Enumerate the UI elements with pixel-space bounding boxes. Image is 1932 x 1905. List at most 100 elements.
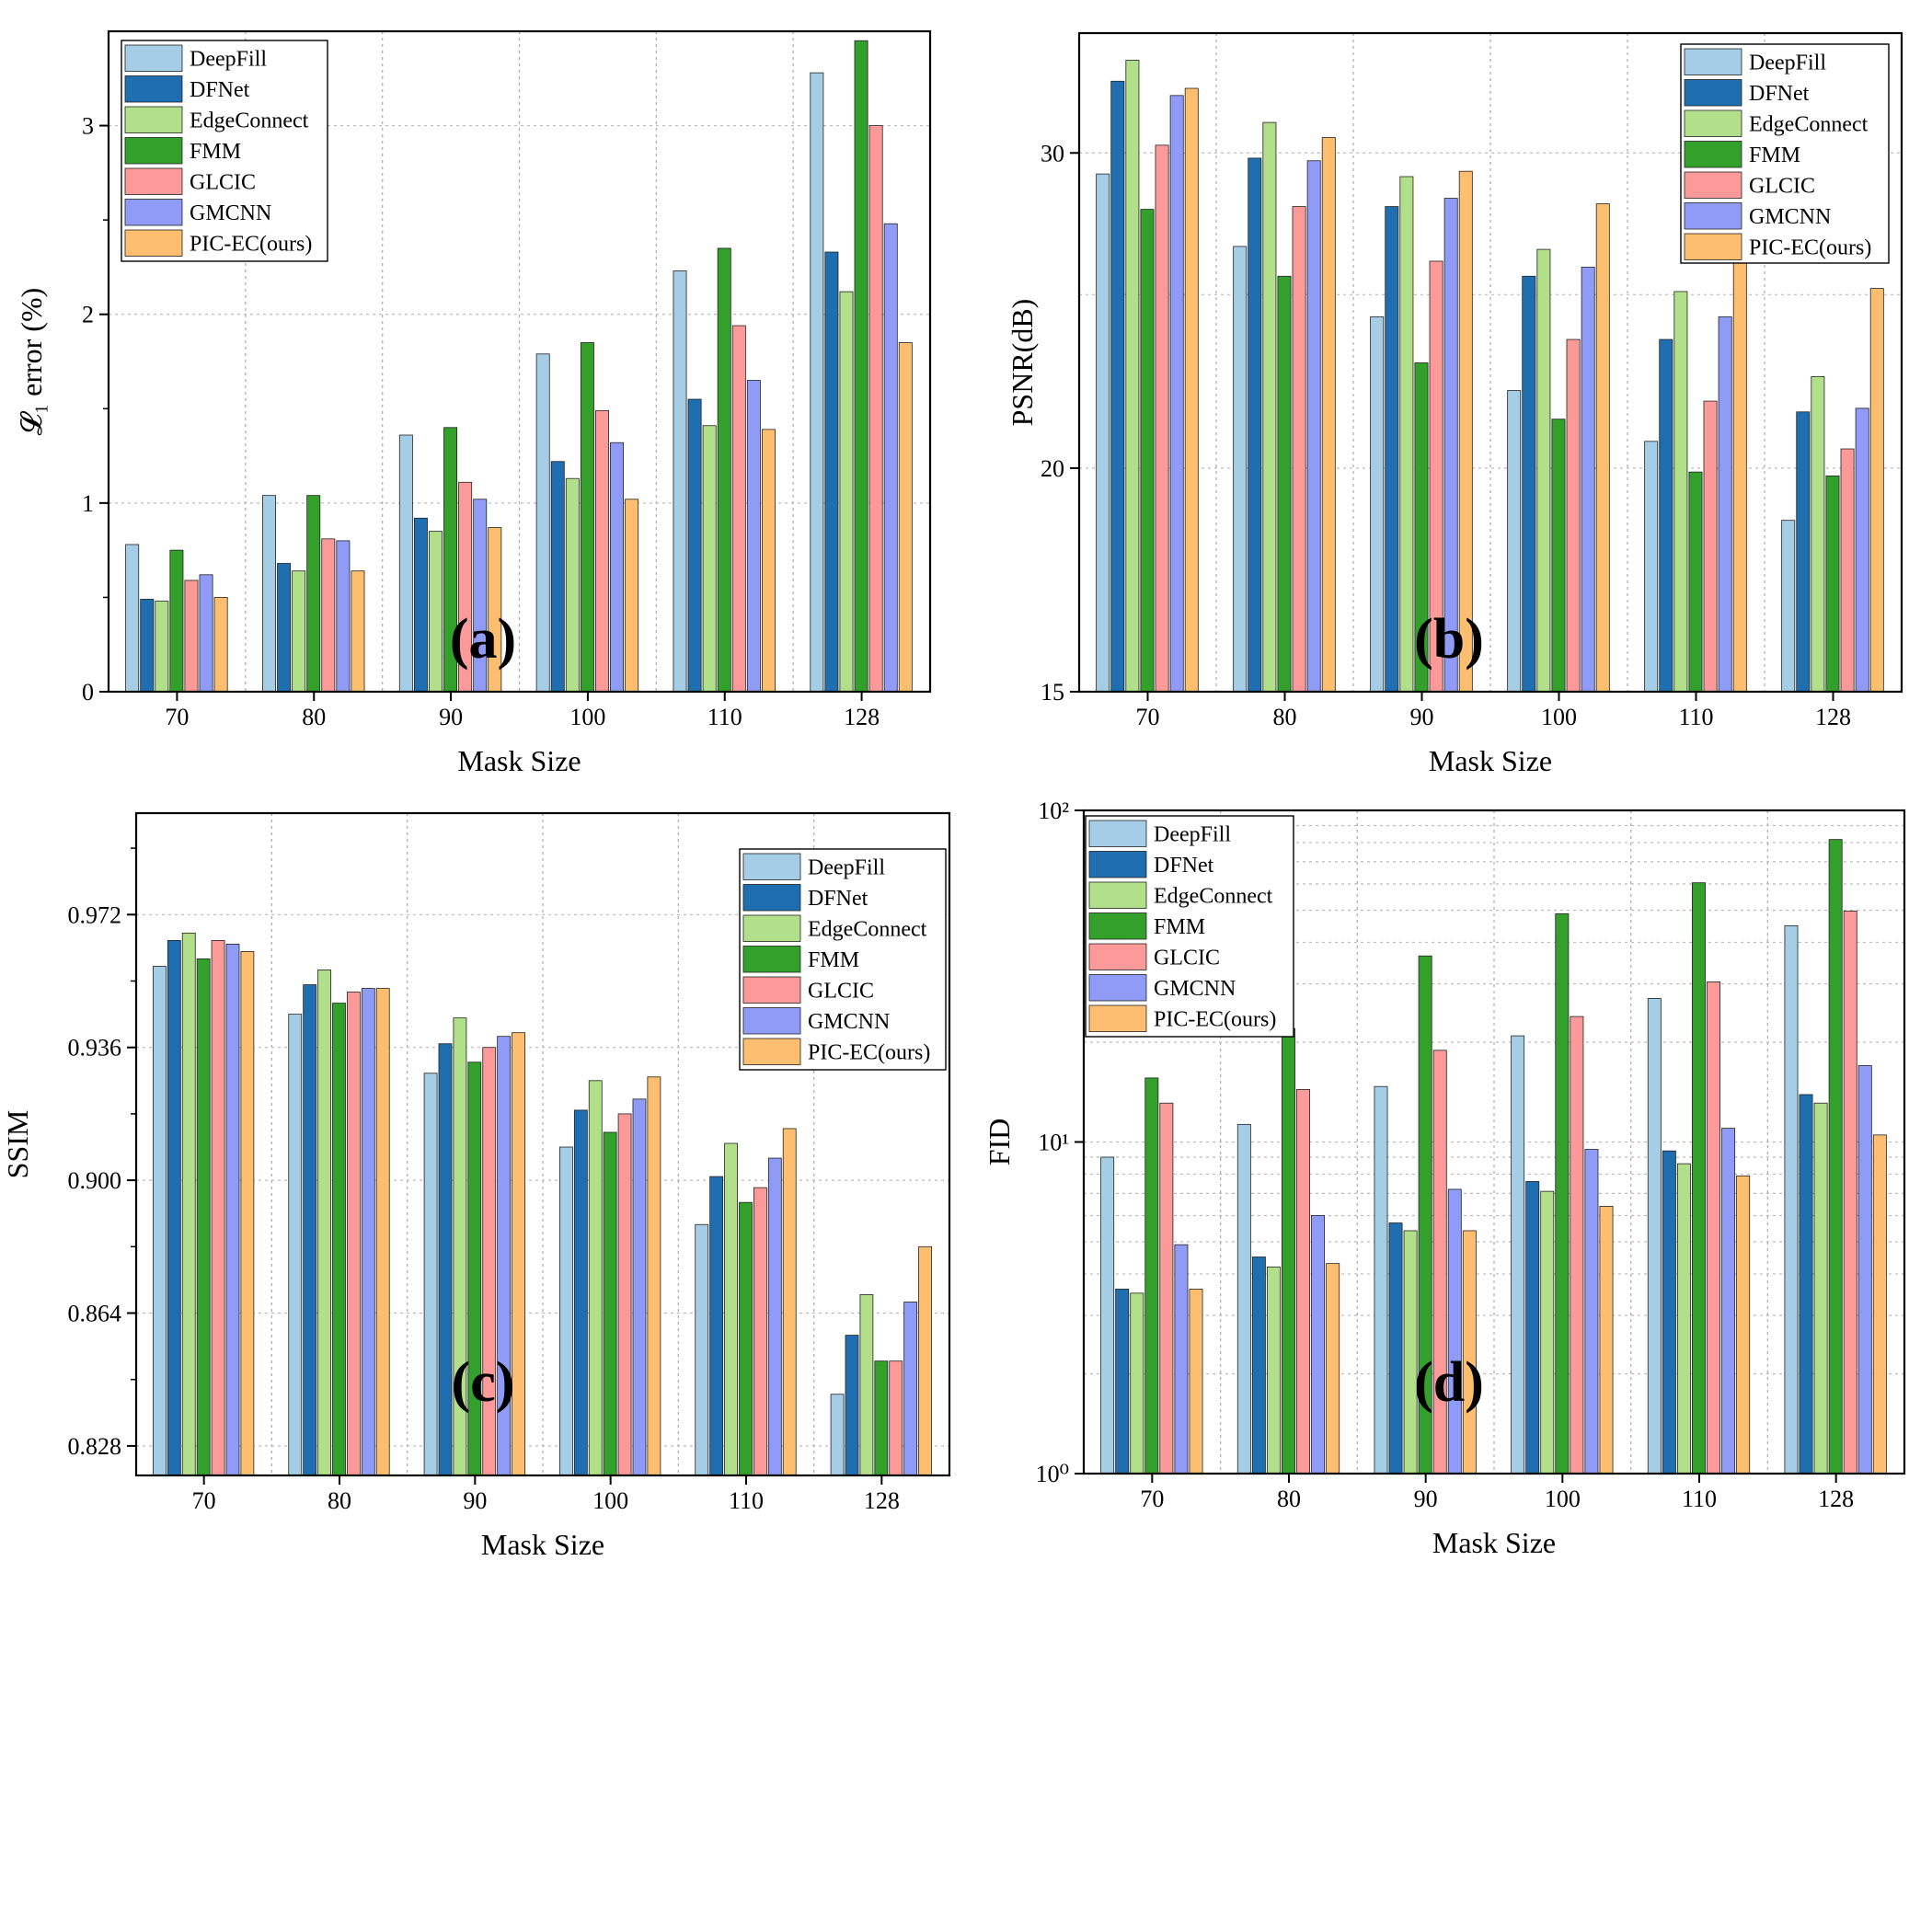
bar-gmcnn-100 — [1584, 1149, 1599, 1475]
legend-label-pic-ec-ours-: PIC-EC(ours) — [808, 1041, 930, 1065]
bar-dfnet-90 — [1388, 1222, 1403, 1475]
legend-swatch-gmcnn — [742, 1007, 801, 1035]
bar-dfnet-110 — [1662, 1150, 1676, 1475]
bar-fmm-128 — [854, 40, 868, 693]
legend-swatch-glcic — [124, 167, 183, 195]
legend-swatch-gmcnn — [1684, 202, 1742, 230]
legend-swatch-pic-ec-ours- — [1088, 1004, 1147, 1032]
y-axis-label: 𝓛₁ error (%) — [15, 288, 48, 436]
bar-edgeconnect-70 — [1125, 60, 1140, 693]
bar-dfnet-100 — [573, 1109, 588, 1476]
legend-label-dfnet: DFNet — [1154, 854, 1214, 878]
legend-label-edgeconnect: EdgeConnect — [1154, 885, 1273, 909]
bar-pic-ec-ours--110 — [782, 1128, 797, 1476]
plot-frame — [1077, 31, 1903, 694]
legend-swatch-deepfill — [1684, 48, 1742, 75]
y-axis-label: PSNR(dB) — [1006, 299, 1039, 427]
legend-swatch-edgeconnect — [742, 914, 801, 942]
bar-glcic-70 — [1159, 1102, 1174, 1475]
bar-gmcnn-90 — [1447, 1188, 1462, 1475]
bar-dfnet-100 — [1525, 1181, 1540, 1475]
x-tick-label-100: 100 — [1545, 1486, 1581, 1512]
legend-label-dfnet: DFNet — [190, 78, 250, 102]
legend-label-dfnet: DFNet — [1749, 82, 1810, 106]
y-tick-label: 0.900 — [68, 1167, 122, 1194]
x-tick-label-70: 70 — [1140, 1486, 1164, 1512]
x-tick-label-128: 128 — [1818, 1486, 1854, 1512]
panel-label-c: (c) — [451, 1351, 515, 1414]
bar-pic-ec-ours--100 — [1599, 1205, 1614, 1475]
y-tick-label: 3 — [82, 113, 94, 140]
legend-swatch-dfnet — [1088, 851, 1147, 878]
bar-dfnet-110 — [709, 1176, 724, 1476]
bar-dfnet-128 — [1799, 1094, 1813, 1475]
legend-swatch-glcic — [1088, 943, 1147, 970]
legend-swatch-dfnet — [1684, 79, 1742, 107]
y-tick-label: 0 — [82, 679, 94, 706]
x-tick-label-110: 110 — [729, 1487, 764, 1514]
legend-swatch-edgeconnect — [1684, 109, 1742, 137]
legend-swatch-edgeconnect — [124, 106, 183, 133]
panel-label-a: (a) — [449, 608, 517, 671]
y-axis-label: SSIM — [1, 1110, 34, 1179]
y-tick-label: 30 — [1041, 140, 1064, 166]
x-tick-label-90: 90 — [439, 704, 463, 730]
bar-glcic-80 — [1296, 1089, 1311, 1475]
legend-label-edgeconnect: EdgeConnect — [190, 109, 309, 133]
bar-edgeconnect-100 — [1540, 1190, 1555, 1475]
legend-label-gmcnn: GMCNN — [808, 1010, 890, 1034]
x-tick-label-90: 90 — [463, 1487, 487, 1514]
y-tick-label: 10⁰ — [1036, 1461, 1069, 1487]
x-tick-label-110: 110 — [1682, 1486, 1717, 1512]
x-tick-label-100: 100 — [1541, 704, 1577, 730]
chart-c-svg: 0.828 0.864 0.900 0.936 0.972 70 80 90 100 110 128… — [1, 811, 951, 1561]
x-axis-label: Mask Size — [481, 1528, 604, 1561]
x-tick-label-80: 80 — [328, 1487, 351, 1514]
y-tick-label: 15 — [1041, 679, 1064, 706]
x-tick-label-70: 70 — [1136, 704, 1160, 730]
legend-swatch-fmm — [742, 946, 801, 973]
x-tick-label-90: 90 — [1414, 1486, 1438, 1512]
legend-swatch-fmm — [1088, 912, 1147, 940]
chart-b-svg: 15 20 30 70 80 90 100 110 128 Mask Size PSNR(dB) De… — [1006, 31, 1903, 777]
legend-swatch-fmm — [1684, 141, 1742, 168]
legend-label-glcic: GLCIC — [1154, 947, 1220, 970]
x-tick-label-80: 80 — [1277, 1486, 1301, 1512]
bar-fmm-110 — [739, 1201, 753, 1476]
bar-pic-ec-ours--70 — [1184, 87, 1199, 693]
legend-swatch-gmcnn — [1088, 974, 1147, 1002]
legend-label-edgeconnect: EdgeConnect — [1749, 113, 1869, 137]
legend-label-glcic: GLCIC — [190, 171, 256, 195]
y-tick-label: 0.972 — [68, 901, 122, 928]
legend-swatch-pic-ec-ours- — [1684, 233, 1742, 260]
y-tick-label: 10² — [1038, 798, 1069, 824]
legend-label-gmcnn: GMCNN — [1749, 205, 1831, 229]
legend-label-pic-ec-ours-: PIC-EC(ours) — [1154, 1008, 1276, 1032]
y-tick-label: 0.864 — [68, 1301, 122, 1327]
bar-gmcnn-110 — [1721, 1128, 1736, 1475]
y-tick-label: 10¹ — [1038, 1130, 1069, 1156]
plot-frame — [134, 811, 951, 1477]
legend-label-glcic: GLCIC — [808, 980, 874, 1004]
legend-label-edgeconnect: EdgeConnect — [808, 918, 927, 942]
y-tick-label: 2 — [82, 302, 94, 328]
x-tick-label-80: 80 — [302, 704, 326, 730]
bar-gmcnn-100 — [632, 1098, 647, 1476]
x-tick-label-128: 128 — [864, 1487, 900, 1514]
x-axis-label: Mask Size — [1432, 1526, 1556, 1559]
x-tick-label-110: 110 — [1678, 704, 1713, 730]
bar-pic-ec-ours--110 — [1736, 1176, 1751, 1475]
x-tick-label-70: 70 — [192, 1487, 216, 1514]
bar-glcic-100 — [617, 1113, 632, 1476]
legend-label-deepfill: DeepFill — [1154, 823, 1231, 847]
bar-glcic-110 — [753, 1187, 767, 1476]
x-axis-label: Mask Size — [1429, 744, 1552, 777]
x-tick-label-128: 128 — [1815, 704, 1851, 730]
panel-label-b: (b) — [1414, 608, 1484, 671]
bar-edgeconnect-100 — [588, 1080, 603, 1476]
y-tick-label: 0.828 — [68, 1433, 122, 1460]
bar-deepfill-128 — [810, 72, 824, 693]
legend-swatch-pic-ec-ours- — [742, 1038, 801, 1065]
chart-panel-b: 15 20 30 70 80 90 100 110 128 Mask Size PSNR(dB) De… — [966, 0, 1932, 952]
legend-swatch-dfnet — [124, 75, 183, 103]
